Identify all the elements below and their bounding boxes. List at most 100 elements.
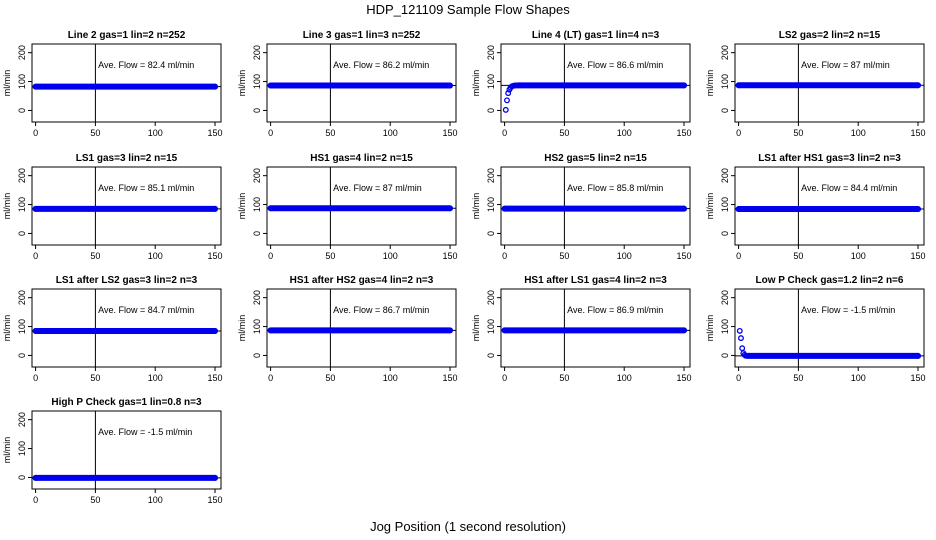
panel-2: Line 3 gas=1 lin=3 n=252 0 50 100 150 0 100 200… xyxy=(237,30,458,138)
panel-12: Low P Check gas=1.2 lin=2 n=6 0 50 100 150 0 1… xyxy=(705,275,926,383)
data-point xyxy=(513,82,520,89)
x-tick-label: 0 xyxy=(268,373,273,383)
average-flow-annotation: Ave. Flow = 84.7 ml/min xyxy=(98,305,194,315)
plot-frame xyxy=(500,166,691,246)
x-tick-label: 50 xyxy=(559,251,569,261)
y-axis-label: ml/min xyxy=(237,70,247,97)
y-tick-label: 0 xyxy=(720,231,730,236)
y-axis-label: ml/min xyxy=(705,193,715,220)
x-tick-label: 0 xyxy=(736,251,741,261)
data-point xyxy=(267,82,274,89)
x-tick-label: 150 xyxy=(208,128,223,138)
y-tick-label: 0 xyxy=(486,353,496,358)
data-point xyxy=(32,328,39,334)
data-point xyxy=(501,205,508,212)
data-point xyxy=(681,82,687,89)
panel-1: Line 2 gas=1 lin=2 n=252 0 50 100 150 0 100 200… xyxy=(2,30,223,138)
data-point xyxy=(681,327,687,334)
x-tick-label: 150 xyxy=(911,128,926,138)
average-flow-annotation: Ave. Flow = 86.6 ml/min xyxy=(567,60,663,70)
x-tick-label: 0 xyxy=(268,251,273,261)
x-tick-label: 100 xyxy=(851,373,866,383)
y-axis-label: ml/min xyxy=(2,70,12,97)
panel-title: HS1 after LS1 gas=4 lin=2 n=3 xyxy=(524,275,667,286)
y-tick-label: 200 xyxy=(17,412,27,427)
data-point xyxy=(735,206,742,213)
y-tick-label: 200 xyxy=(486,290,496,305)
data-point xyxy=(742,352,749,359)
x-tick-label: 0 xyxy=(502,128,507,138)
data-point xyxy=(212,205,218,212)
panel-9: LS1 after LS2 gas=3 lin=2 n=3 0 50 100 150 0 1… xyxy=(2,275,223,383)
average-flow-annotation: Ave. Flow = 84.4 ml/min xyxy=(801,183,897,193)
y-axis-label: ml/min xyxy=(471,70,481,97)
y-tick-label: 0 xyxy=(252,353,262,358)
panel-title: High P Check gas=1 lin=0.8 n=3 xyxy=(51,397,202,408)
y-tick-label: 100 xyxy=(720,74,730,89)
x-tick-label: 0 xyxy=(502,373,507,383)
plot-frame xyxy=(500,288,691,368)
x-tick-label: 150 xyxy=(443,128,458,138)
panel-title: Line 2 gas=1 lin=2 n=252 xyxy=(68,30,186,41)
y-axis-label: ml/min xyxy=(237,315,247,342)
x-tick-label: 100 xyxy=(148,128,163,138)
panel-11: HS1 after LS1 gas=4 lin=2 n=3 0 50 100 150 0 1… xyxy=(471,275,692,383)
y-tick-label: 100 xyxy=(17,319,27,334)
x-tick-label: 0 xyxy=(33,373,38,383)
x-tick-label: 150 xyxy=(911,251,926,261)
x-tick-label: 50 xyxy=(793,128,803,138)
data-point xyxy=(915,82,921,89)
plot-frame xyxy=(734,43,925,123)
x-tick-label: 150 xyxy=(443,373,458,383)
data-point xyxy=(447,327,453,334)
y-tick-label: 200 xyxy=(486,45,496,60)
data-point xyxy=(915,352,921,359)
plot-frame xyxy=(266,288,457,368)
panel-6: HS1 gas=4 lin=2 n=15 0 50 100 150 0 100 200 ml/m… xyxy=(237,153,458,261)
y-tick-label: 200 xyxy=(17,168,27,183)
y-axis-label: ml/min xyxy=(2,437,12,464)
panel-title: LS1 gas=3 lin=2 n=15 xyxy=(76,153,178,164)
x-tick-label: 50 xyxy=(793,373,803,383)
y-tick-label: 0 xyxy=(17,353,27,358)
plot-frame xyxy=(500,43,691,123)
y-tick-label: 0 xyxy=(17,231,27,236)
figure-x-label: Jog Position (1 second resolution) xyxy=(370,519,566,534)
data-point xyxy=(681,205,687,212)
x-tick-label: 50 xyxy=(325,373,335,383)
y-tick-label: 100 xyxy=(720,319,730,334)
y-tick-label: 0 xyxy=(720,108,730,113)
x-tick-label: 50 xyxy=(90,251,100,261)
x-tick-label: 50 xyxy=(325,251,335,261)
data-point xyxy=(501,327,508,334)
data-point xyxy=(32,205,39,212)
y-tick-label: 100 xyxy=(252,319,262,334)
y-tick-label: 100 xyxy=(486,74,496,89)
x-tick-label: 100 xyxy=(851,128,866,138)
y-tick-label: 0 xyxy=(720,353,730,358)
x-tick-label: 0 xyxy=(268,128,273,138)
plot-frame xyxy=(734,288,925,368)
x-tick-label: 0 xyxy=(736,373,741,383)
plot-frame xyxy=(266,43,457,123)
average-flow-annotation: Ave. Flow = 85.1 ml/min xyxy=(98,183,194,193)
y-tick-label: 200 xyxy=(720,168,730,183)
x-tick-label: 100 xyxy=(148,251,163,261)
y-tick-label: 100 xyxy=(17,197,27,212)
data-point xyxy=(447,82,453,89)
average-flow-annotation: Ave. Flow = 86.7 ml/min xyxy=(333,305,429,315)
y-tick-label: 100 xyxy=(17,441,27,456)
x-tick-label: 50 xyxy=(559,128,569,138)
y-axis-label: ml/min xyxy=(705,70,715,97)
x-tick-label: 150 xyxy=(677,128,692,138)
data-point xyxy=(32,83,39,90)
average-flow-annotation: Ave. Flow = 86.9 ml/min xyxy=(567,305,663,315)
y-tick-label: 100 xyxy=(17,74,27,89)
panel-title: LS1 after LS2 gas=3 lin=2 n=3 xyxy=(56,275,198,286)
y-tick-label: 200 xyxy=(17,45,27,60)
y-tick-label: 0 xyxy=(486,231,496,236)
panel-8: LS1 after HS1 gas=3 lin=2 n=3 0 50 100 150 0 1… xyxy=(705,153,926,261)
y-tick-label: 100 xyxy=(252,74,262,89)
x-tick-label: 100 xyxy=(148,495,163,505)
